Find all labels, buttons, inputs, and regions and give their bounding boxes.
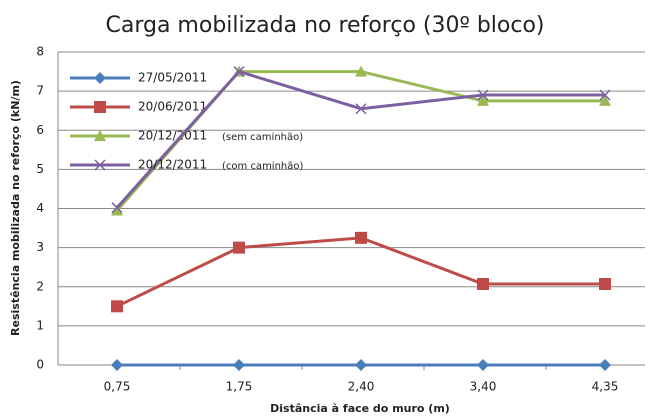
marker — [599, 94, 611, 106]
y-tick-label: 6 — [36, 123, 44, 137]
marker — [94, 159, 106, 171]
marker — [599, 278, 611, 291]
y-tick-label: 4 — [36, 201, 44, 215]
y-axis-label: Resistência mobilizada no reforço (kN/m) — [9, 80, 22, 336]
marker — [477, 278, 489, 291]
legend-note: (com caminhão) — [222, 161, 304, 172]
legend-label: 20/12/2011 — [138, 158, 207, 172]
marker — [94, 72, 106, 84]
marker — [111, 300, 123, 313]
marker — [111, 359, 123, 371]
x-axis-label: Distância à face do muro (m) — [270, 402, 450, 415]
y-tick-label: 5 — [36, 162, 44, 176]
y-tick-label: 1 — [36, 318, 44, 332]
marker — [355, 103, 367, 115]
legend-label: 27/05/2011 — [138, 71, 207, 85]
y-tick-label: 8 — [36, 45, 44, 59]
x-tick-label: 3,40 — [470, 380, 497, 394]
x-tick-label: 4,35 — [592, 380, 619, 394]
marker — [599, 89, 611, 101]
marker — [233, 241, 245, 254]
chart-title: Carga mobilizada no reforço (30º bloco) — [105, 13, 544, 38]
marker — [477, 94, 489, 106]
marker — [355, 65, 367, 77]
y-tick-label: 3 — [36, 240, 44, 254]
marker — [111, 202, 123, 214]
marker — [111, 204, 123, 216]
marker — [233, 359, 245, 371]
x-tick-label: 2,40 — [348, 380, 375, 394]
legend-note: (sem caminhão) — [222, 132, 303, 143]
legend-label: 20/06/2011 — [138, 100, 207, 114]
y-tick-label: 0 — [36, 358, 44, 372]
marker — [94, 101, 106, 113]
marker — [355, 231, 367, 244]
marker — [477, 89, 489, 101]
y-tick-label: 2 — [36, 279, 44, 293]
marker — [94, 130, 106, 141]
marker — [599, 359, 611, 371]
legend-label: 20/12/2011 — [138, 129, 207, 143]
marker — [355, 359, 367, 371]
y-tick-label: 7 — [36, 84, 44, 98]
marker — [233, 66, 245, 78]
marker — [477, 359, 489, 371]
x-tick-label: 1,75 — [226, 380, 253, 394]
x-tick-label: 0,75 — [104, 380, 131, 394]
